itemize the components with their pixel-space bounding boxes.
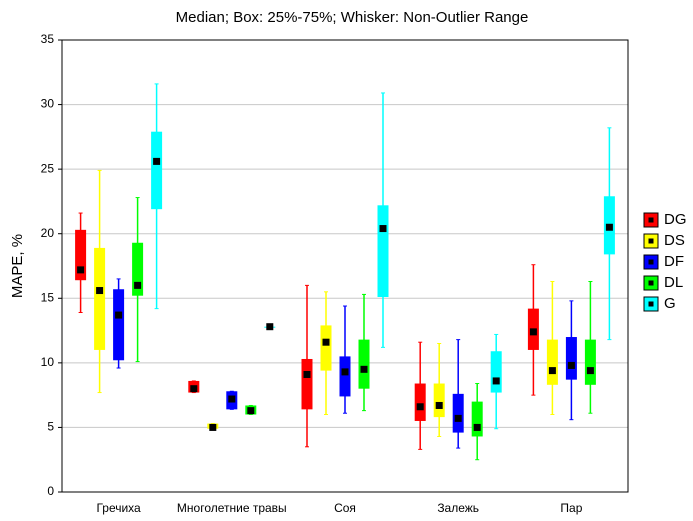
median-marker [416, 403, 424, 411]
median-marker [567, 361, 575, 369]
box [471, 401, 483, 437]
legend-dot [648, 280, 654, 286]
y-tick-label: 30 [41, 97, 55, 111]
box [75, 229, 87, 281]
median-marker [492, 377, 500, 385]
box [490, 351, 502, 393]
box [546, 339, 558, 385]
legend-label: DL [664, 274, 683, 291]
median-marker [96, 287, 104, 295]
x-tick-label: Залежь [437, 501, 479, 515]
median-marker [77, 266, 85, 274]
y-tick-label: 0 [47, 484, 54, 498]
box [433, 383, 445, 418]
box [339, 356, 351, 397]
median-marker [228, 395, 236, 403]
median-marker [190, 385, 198, 393]
median-marker [153, 157, 161, 165]
median-marker [341, 368, 349, 376]
median-marker [435, 401, 443, 409]
box [565, 337, 577, 380]
box [113, 289, 125, 361]
box [452, 393, 464, 433]
x-tick-label: Гречиха [96, 501, 141, 515]
box [358, 339, 370, 389]
median-marker [379, 225, 387, 233]
median-marker [360, 365, 368, 373]
x-tick-label: Многолетние травы [177, 501, 287, 515]
chart-title: Median; Box: 25%-75%; Whisker: Non-Outli… [176, 9, 529, 26]
median-marker [473, 423, 481, 431]
box [320, 325, 332, 371]
median-marker [266, 323, 274, 331]
median-marker [454, 414, 462, 422]
legend-label: DS [664, 232, 685, 249]
box [94, 247, 106, 350]
y-tick-label: 10 [41, 355, 55, 369]
legend-label: DG [664, 211, 687, 228]
median-marker [548, 367, 556, 375]
y-tick-label: 15 [41, 290, 55, 304]
median-marker [115, 311, 123, 319]
legend-dot [648, 238, 654, 244]
box [301, 358, 313, 410]
box [132, 242, 144, 296]
plot-frame [61, 39, 629, 493]
box [151, 131, 163, 210]
y-axis-label: MAPE, % [9, 234, 26, 298]
x-tick-label: Соя [334, 501, 356, 515]
median-marker [322, 338, 330, 346]
y-tick-label: 5 [47, 420, 54, 434]
y-tick-label: 35 [41, 32, 55, 46]
median-marker [529, 328, 537, 336]
y-tick-label: 20 [41, 226, 55, 240]
box [414, 383, 426, 421]
legend-label: DF [664, 253, 684, 270]
median-marker [605, 223, 613, 231]
legend-dot [648, 217, 654, 223]
legend-dot [648, 301, 654, 307]
y-tick-label: 25 [41, 161, 55, 175]
legend-label: G [664, 295, 676, 312]
median-marker [247, 407, 255, 415]
box [377, 205, 389, 297]
legend-dot [648, 259, 654, 265]
box [584, 339, 596, 385]
x-tick-label: Пар [560, 501, 582, 515]
median-marker [134, 281, 142, 289]
median-marker [209, 423, 217, 431]
median-marker [303, 370, 311, 378]
median-marker [586, 367, 594, 375]
